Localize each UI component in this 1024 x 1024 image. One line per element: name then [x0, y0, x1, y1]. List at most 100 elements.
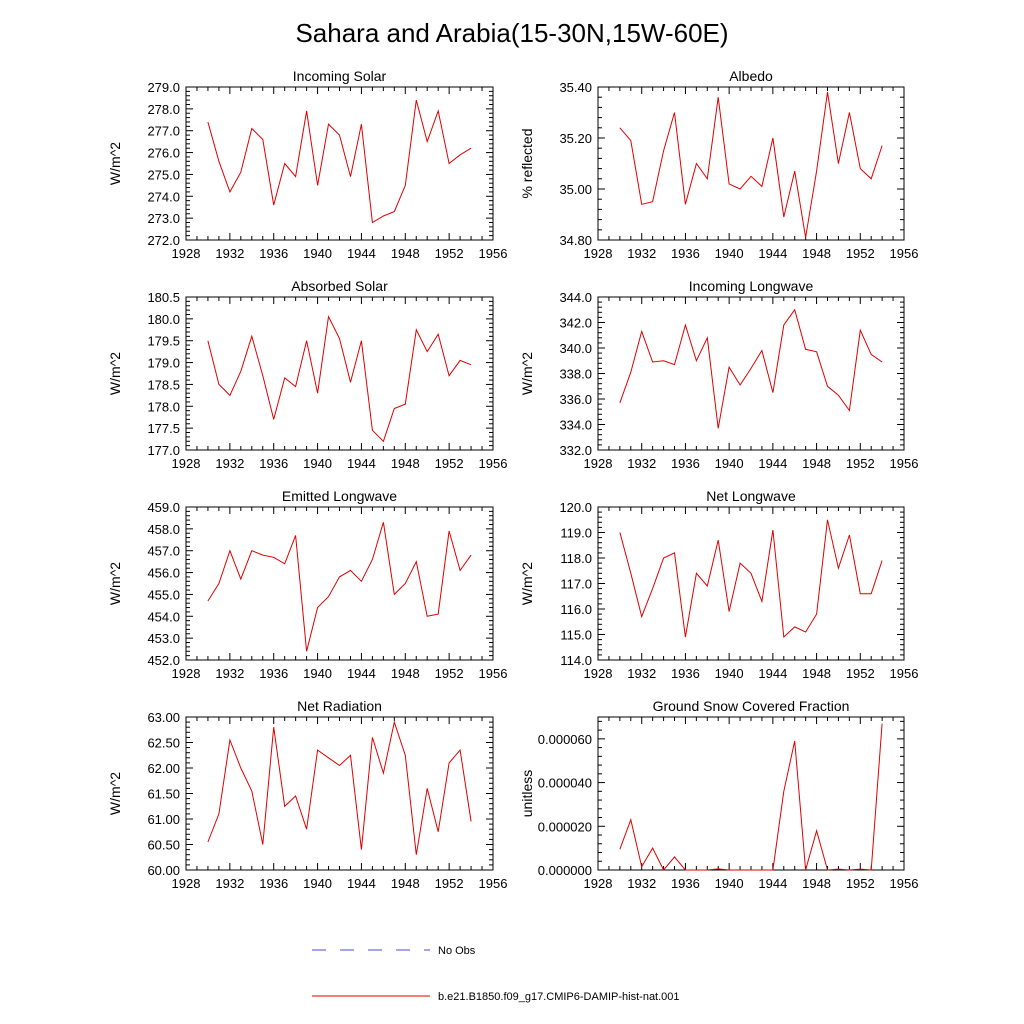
series-line	[619, 308, 883, 429]
figure-title: Sahara and Arabia(15-30N,15W-60E)	[295, 18, 728, 48]
y-tick-label: 344.0	[559, 290, 592, 305]
y-tick-label: 452.0	[147, 653, 180, 668]
panel-frame	[185, 296, 494, 451]
y-tick-label: 459.0	[147, 500, 180, 515]
series-line	[619, 723, 883, 871]
x-tick-label: 1936	[671, 876, 700, 891]
y-tick-label: 177.0	[147, 443, 180, 458]
panel-frame	[597, 716, 905, 871]
y-tick-label: 454.0	[147, 609, 180, 624]
x-tick-label: 1948	[802, 876, 831, 891]
y-tick-label: 114.0	[560, 653, 592, 668]
panel-0: Incoming Solar W/m^2 1928 1932 1936 1940 1944 1…	[107, 68, 507, 261]
series-line	[207, 522, 472, 652]
y-tick-label: 63.00	[147, 710, 180, 725]
series-line	[207, 720, 472, 855]
x-tick-label: 1944	[758, 666, 787, 681]
x-tick-label: 1936	[671, 456, 700, 471]
x-tick-label: 1940	[715, 876, 744, 891]
x-tick-label: 1932	[215, 876, 244, 891]
y-tick-label: 273.0	[147, 211, 180, 226]
x-tick-label: 1948	[391, 456, 420, 471]
x-tick-label: 1956	[890, 666, 919, 681]
panel-frame	[597, 86, 905, 241]
panel-2: Absorbed Solar W/m^2 1928 1932 1936 1940 1944 1…	[107, 278, 507, 471]
y-tick-label: 178.5	[147, 377, 180, 392]
x-tick-label: 1928	[172, 666, 201, 681]
y-tick-label: 274.0	[147, 189, 180, 204]
y-tick-label: 180.0	[147, 312, 180, 327]
y-tick-label: 455.0	[147, 587, 180, 602]
y-tick-label: 178.0	[147, 399, 180, 414]
panel-title: Emitted Longwave	[282, 488, 397, 504]
x-tick-label: 1932	[627, 666, 656, 681]
panel-1: Albedo % reflected 1928 1932 1936 1940 1944 194…	[519, 68, 918, 261]
y-tick-label: 35.00	[559, 182, 592, 197]
y-tick-label: 275.0	[147, 167, 180, 182]
x-tick-label: 1928	[584, 246, 613, 261]
x-tick-label: 1936	[259, 246, 288, 261]
y-tick-label: 118.0	[560, 551, 592, 566]
x-tick-label: 1956	[479, 456, 508, 471]
x-tick-label: 1928	[172, 246, 201, 261]
panel-4: Emitted Longwave W/m^2 1928 1932 1936 1940 194…	[107, 488, 507, 681]
x-tick-label: 1932	[215, 456, 244, 471]
series-line	[207, 315, 472, 443]
x-tick-label: 1948	[802, 456, 831, 471]
x-tick-label: 1952	[435, 666, 464, 681]
y-axis-label: W/m^2	[107, 772, 123, 815]
y-axis-label: W/m^2	[519, 562, 535, 605]
x-tick-label: 1936	[259, 666, 288, 681]
panel-frame	[597, 296, 905, 451]
x-tick-label: 1952	[846, 666, 875, 681]
x-tick-label: 1952	[846, 456, 875, 471]
x-tick-label: 1944	[758, 246, 787, 261]
x-tick-label: 1944	[347, 456, 376, 471]
panel-title: Net Longwave	[706, 488, 796, 504]
x-tick-label: 1952	[435, 246, 464, 261]
y-tick-label: 276.0	[147, 146, 180, 161]
panel-5: Net Longwave W/m^2 1928 1932 1936 1940 1944 194…	[519, 488, 918, 681]
x-tick-label: 1952	[435, 456, 464, 471]
y-tick-label: 334.0	[559, 418, 592, 433]
y-tick-label: 453.0	[147, 631, 180, 646]
x-tick-label: 1948	[391, 246, 420, 261]
y-tick-label: 35.20	[559, 131, 592, 146]
panel-frame	[185, 716, 494, 871]
y-tick-label: 179.5	[147, 334, 180, 349]
x-tick-label: 1940	[303, 456, 332, 471]
y-tick-label: 60.50	[147, 838, 180, 853]
x-tick-label: 1952	[846, 876, 875, 891]
y-axis-label: W/m^2	[107, 562, 123, 605]
legend-obs-label: No Obs	[438, 945, 476, 957]
x-tick-label: 1948	[391, 876, 420, 891]
x-tick-label: 1944	[758, 876, 787, 891]
x-tick-label: 1944	[758, 456, 787, 471]
y-tick-label: 340.0	[559, 341, 592, 356]
y-tick-label: 0.000020	[538, 819, 592, 834]
x-tick-label: 1956	[890, 246, 919, 261]
x-tick-label: 1944	[347, 876, 376, 891]
y-axis-label: W/m^2	[519, 352, 535, 395]
panel-frame	[185, 86, 494, 241]
x-tick-label: 1928	[584, 666, 613, 681]
panel-title: Albedo	[729, 68, 773, 84]
x-tick-label: 1956	[890, 456, 919, 471]
x-tick-label: 1940	[303, 246, 332, 261]
legend-model-label: b.e21.B1850.f09_g17.CMIP6-DAMIP-hist-nat…	[438, 991, 680, 1003]
y-axis-label: % reflected	[519, 128, 535, 198]
y-tick-label: 61.50	[147, 787, 180, 802]
panel-title: Ground Snow Covered Fraction	[653, 698, 850, 714]
y-tick-label: 119.0	[560, 526, 592, 541]
x-tick-label: 1932	[215, 666, 244, 681]
x-tick-label: 1956	[890, 876, 919, 891]
x-tick-label: 1932	[627, 246, 656, 261]
x-tick-label: 1940	[715, 666, 744, 681]
y-tick-label: 342.0	[559, 316, 592, 331]
x-tick-label: 1956	[479, 246, 508, 261]
y-tick-label: 61.00	[147, 812, 180, 827]
panel-title: Incoming Longwave	[689, 278, 814, 294]
x-tick-label: 1944	[347, 666, 376, 681]
y-tick-label: 457.0	[147, 544, 180, 559]
